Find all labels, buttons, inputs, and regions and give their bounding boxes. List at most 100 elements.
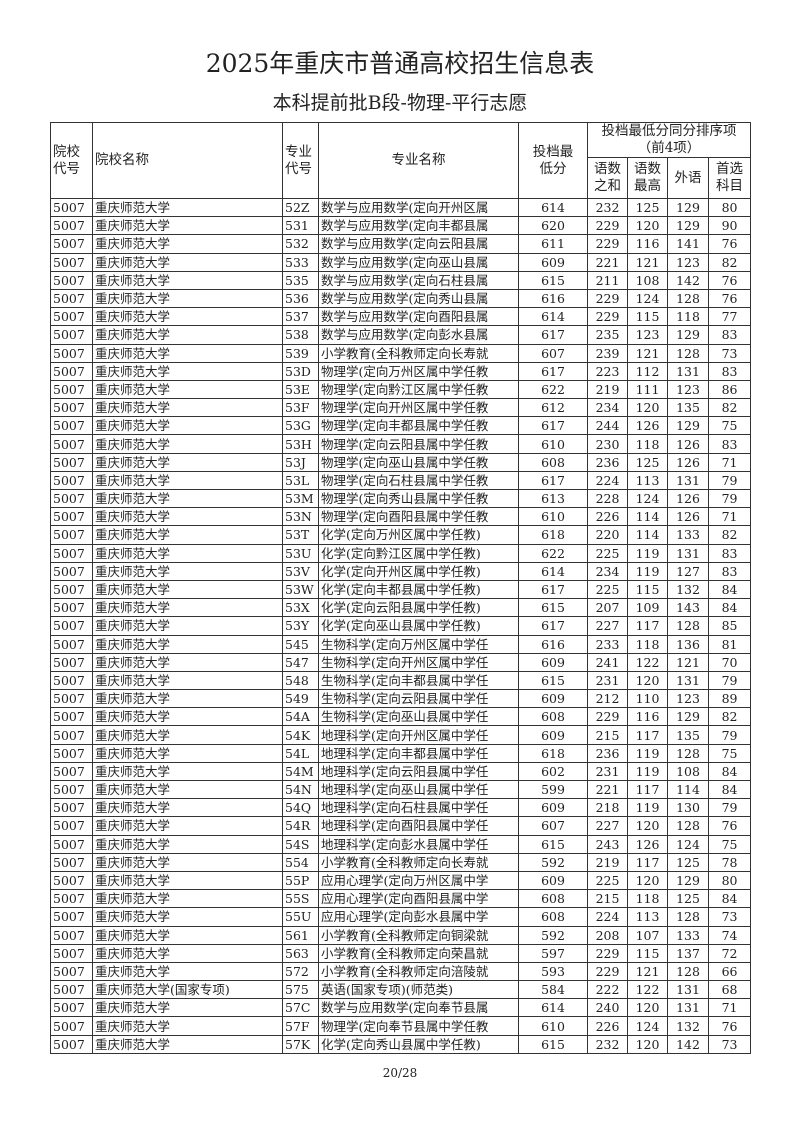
cell-school-name: 重庆师范大学: [92, 870, 283, 891]
cell-tb4: 71: [707, 452, 752, 472]
cell-tb3: 131: [667, 998, 709, 1018]
cell-tb3: 136: [667, 634, 709, 654]
header-tb1: 语数之和: [587, 157, 628, 199]
cell-min-score: 615: [518, 598, 588, 618]
cell-tb1: 212: [587, 689, 628, 709]
cell-tb1: 229: [587, 216, 628, 236]
cell-tb3: 108: [667, 761, 709, 782]
cell-min-score: 609: [518, 725, 588, 745]
cell-tb4: 66: [707, 961, 752, 982]
table-row: 5007 重庆师范大学 547 生物科学(定向开州区属中学任 609 241 122 121 7…: [50, 652, 752, 672]
cell-tb3: 131: [667, 543, 709, 563]
cell-major-name: 物理学(定向奉节县属中学任教: [318, 1016, 519, 1036]
cell-major-code: 52Z: [282, 197, 319, 218]
cell-tb1: 234: [587, 561, 628, 581]
table-row: 5007 重庆师范大学 535 数学与应用数学(定向石柱县属 615 211 108 142 7…: [50, 270, 752, 290]
cell-tb3: 141: [667, 234, 709, 254]
cell-major-name: 物理学(定向云阳县属中学任教: [318, 434, 519, 454]
cell-major-code: 57K: [282, 1034, 319, 1054]
cell-tb4: 76: [707, 816, 752, 836]
cell-major-name: 化学(定向巫山县属中学任教): [318, 616, 519, 636]
cell-school-name: 重庆师范大学: [92, 252, 283, 272]
table-row: 5007 重庆师范大学(国家专项) 575 英语(国家专项)(师范类) 584 222 12…: [50, 980, 752, 1000]
cell-school-name: 重庆师范大学: [92, 998, 283, 1018]
cell-tb2: 114: [627, 525, 668, 545]
cell-major-name: 数学与应用数学(定向开州区属: [318, 197, 519, 218]
cell-min-score: 614: [518, 197, 588, 218]
cell-min-score: 615: [518, 670, 588, 691]
cell-major-name: 小学教育(全科教师定向长寿就: [318, 343, 519, 363]
cell-school-name: 重庆师范大学: [92, 288, 283, 309]
cell-school-code: 5007: [50, 870, 93, 891]
table-row: 5007 重庆师范大学 53D 物理学(定向万州区属中学任教 617 223 112 131 8…: [50, 361, 752, 381]
table-row: 5007 重庆师范大学 55U 应用心理学(定向彭水县属中学 608 224 113 128 7…: [50, 907, 752, 927]
cell-tb2: 109: [627, 598, 668, 618]
cell-school-name: 重庆师范大学: [92, 670, 283, 691]
cell-tb4: 71: [707, 998, 752, 1018]
cell-school-name: 重庆师范大学: [92, 379, 283, 400]
cell-min-score: 608: [518, 889, 588, 909]
cell-tb4: 83: [707, 561, 752, 581]
cell-major-name: 数学与应用数学(定向酉阳县属: [318, 307, 519, 327]
cell-tb3: 123: [667, 379, 709, 400]
cell-tb4: 75: [707, 743, 752, 763]
cell-school-code: 5007: [50, 525, 93, 545]
cell-tb4: 79: [707, 798, 752, 818]
cell-major-name: 地理科学(定向云阳县属中学任: [318, 761, 519, 782]
cell-tb4: 89: [707, 689, 752, 709]
cell-tb2: 126: [627, 416, 668, 436]
cell-tb4: 74: [707, 925, 752, 945]
cell-tb2: 118: [627, 889, 668, 909]
cell-major-code: 549: [282, 689, 319, 709]
cell-school-name: 重庆师范大学: [92, 834, 283, 854]
cell-school-code: 5007: [50, 707, 93, 727]
cell-tb1: 207: [587, 598, 628, 618]
cell-major-code: 53N: [282, 507, 319, 527]
cell-tb2: 125: [627, 197, 668, 218]
table-row: 5007 重庆师范大学 531 数学与应用数学(定向丰都县属 620 229 120 129 9…: [50, 216, 752, 236]
cell-tb3: 123: [667, 689, 709, 709]
cell-tb2: 114: [627, 507, 668, 527]
cell-major-code: 55U: [282, 907, 319, 927]
cell-tb3: 126: [667, 507, 709, 527]
cell-min-score: 614: [518, 998, 588, 1018]
cell-school-name: 重庆师范大学: [92, 543, 283, 563]
cell-tb4: 70: [707, 652, 752, 672]
cell-tb4: 86: [707, 379, 752, 400]
cell-school-code: 5007: [50, 343, 93, 363]
cell-major-name: 数学与应用数学(定向石柱县属: [318, 270, 519, 290]
cell-tb4: 68: [707, 980, 752, 1000]
cell-major-code: 531: [282, 216, 319, 236]
cell-major-name: 地理科学(定向石柱县属中学任: [318, 798, 519, 818]
cell-school-name: 重庆师范大学: [92, 416, 283, 436]
cell-major-name: 地理科学(定向丰都县属中学任: [318, 743, 519, 763]
cell-major-name: 小学教育(全科教师定向铜梁就: [318, 925, 519, 945]
cell-school-code: 5007: [50, 998, 93, 1018]
table-row: 5007 重庆师范大学 53H 物理学(定向云阳县属中学任教 610 230 118 126 8…: [50, 434, 752, 454]
cell-school-name: 重庆师范大学: [92, 889, 283, 909]
cell-tb4: 82: [707, 525, 752, 545]
cell-tb3: 125: [667, 852, 709, 872]
cell-school-code: 5007: [50, 270, 93, 290]
cell-tb1: 215: [587, 725, 628, 745]
cell-min-score: 615: [518, 1034, 588, 1054]
cell-min-score: 617: [518, 579, 588, 600]
cell-tb3: 142: [667, 1034, 709, 1054]
cell-major-code: 533: [282, 252, 319, 272]
cell-school-name: 重庆师范大学: [92, 798, 283, 818]
table-row: 5007 重庆师范大学 52Z 数学与应用数学(定向开州区属 614 232 125 129 8…: [50, 197, 752, 218]
table-row: 5007 重庆师范大学 57K 化学(定向秀山县属中学任教) 615 232 120 142 7…: [50, 1034, 752, 1054]
cell-tb4: 79: [707, 670, 752, 691]
cell-min-score: 592: [518, 852, 588, 872]
cell-tb3: 131: [667, 470, 709, 491]
cell-tb2: 115: [627, 943, 668, 963]
cell-major-name: 物理学(定向黔江区属中学任教: [318, 379, 519, 400]
cell-tb2: 115: [627, 579, 668, 600]
cell-tb2: 120: [627, 670, 668, 691]
cell-major-code: 561: [282, 925, 319, 945]
cell-tb2: 121: [627, 252, 668, 272]
cell-major-name: 生物科学(定向开州区属中学任: [318, 652, 519, 672]
cell-min-score: 607: [518, 343, 588, 363]
table-row: 5007 重庆师范大学 545 生物科学(定向万州区属中学任 616 233 118 136 8…: [50, 634, 752, 654]
cell-tb4: 83: [707, 434, 752, 454]
